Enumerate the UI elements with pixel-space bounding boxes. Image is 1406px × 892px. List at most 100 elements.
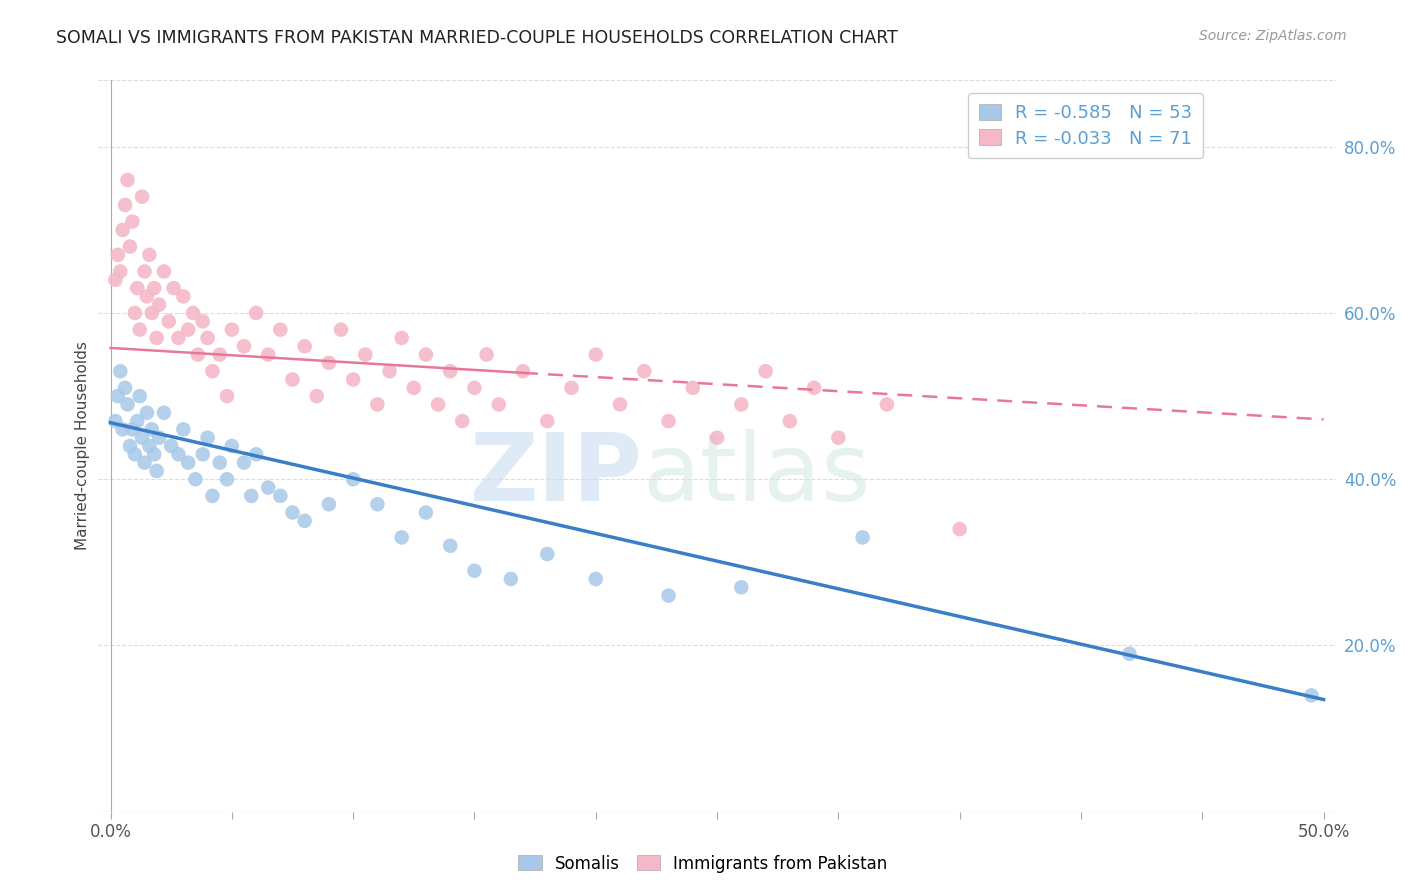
Point (1301, 689, 1323, 703)
Point (585, 347, 607, 362)
Point (136, 406, 159, 420)
Point (318, 497, 340, 511)
Point (221, 439, 243, 453)
Point (402, 381, 425, 395)
Text: atlas: atlas (643, 429, 872, 521)
Point (145, 331, 167, 345)
Point (415, 347, 437, 362)
Point (755, 364, 778, 378)
Point (488, 397, 510, 411)
Point (269, 489, 291, 503)
Point (104, 273, 127, 287)
Y-axis label: Married-couple Households: Married-couple Households (75, 342, 90, 550)
Point (463, 381, 485, 395)
Point (415, 506, 437, 520)
Point (121, 214, 143, 228)
Point (184, 472, 207, 486)
Point (827, 431, 849, 445)
Point (391, 530, 413, 544)
Point (305, 389, 328, 403)
Point (245, 306, 267, 320)
Point (143, 447, 166, 461)
Point (366, 497, 388, 511)
Point (127, 414, 149, 428)
Point (124, 306, 146, 320)
Point (153, 406, 176, 420)
Point (160, 439, 183, 453)
Point (134, 264, 156, 278)
Point (876, 397, 898, 411)
Point (141, 306, 163, 320)
Point (136, 289, 159, 303)
Point (197, 431, 219, 445)
Point (657, 589, 679, 603)
Point (609, 397, 631, 411)
Point (512, 364, 534, 378)
Point (117, 173, 139, 187)
Point (121, 422, 143, 436)
Point (172, 289, 194, 303)
Point (949, 522, 972, 536)
Point (585, 572, 607, 586)
Point (131, 189, 153, 203)
Point (153, 264, 176, 278)
Legend: R = -0.585   N = 53, R = -0.033   N = 71: R = -0.585 N = 53, R = -0.033 N = 71 (969, 93, 1204, 159)
Point (342, 472, 364, 486)
Point (134, 456, 156, 470)
Point (110, 364, 132, 378)
Point (124, 447, 146, 461)
Point (117, 397, 139, 411)
Point (633, 364, 655, 378)
Point (157, 314, 180, 328)
Point (1118, 647, 1140, 661)
Point (201, 489, 224, 503)
Point (657, 414, 679, 428)
Point (706, 431, 728, 445)
Point (391, 331, 413, 345)
Point (233, 456, 256, 470)
Legend: Somalis, Immigrants from Pakistan: Somalis, Immigrants from Pakistan (512, 848, 894, 880)
Point (114, 381, 136, 395)
Point (215, 472, 238, 486)
Point (439, 539, 461, 553)
Point (318, 356, 340, 370)
Point (536, 414, 558, 428)
Point (148, 298, 170, 312)
Point (730, 580, 752, 594)
Point (378, 364, 401, 378)
Point (111, 223, 134, 237)
Point (330, 323, 353, 337)
Point (111, 422, 134, 436)
Point (208, 347, 231, 362)
Point (191, 447, 214, 461)
Point (852, 530, 875, 544)
Point (128, 323, 150, 337)
Point (162, 281, 184, 295)
Point (215, 389, 238, 403)
Point (110, 264, 132, 278)
Text: Source: ZipAtlas.com: Source: ZipAtlas.com (1199, 29, 1347, 43)
Point (803, 381, 825, 395)
Point (181, 306, 204, 320)
Point (118, 439, 141, 453)
Point (187, 347, 209, 362)
Point (145, 464, 167, 478)
Point (281, 506, 304, 520)
Point (221, 323, 243, 337)
Point (439, 364, 461, 378)
Point (257, 347, 280, 362)
Point (148, 431, 170, 445)
Point (245, 447, 267, 461)
Point (128, 389, 150, 403)
Point (201, 364, 224, 378)
Point (141, 422, 163, 436)
Point (104, 414, 127, 428)
Point (197, 331, 219, 345)
Point (143, 281, 166, 295)
Point (138, 439, 160, 453)
Point (167, 331, 190, 345)
Text: ZIP: ZIP (470, 429, 643, 521)
Point (240, 489, 263, 503)
Point (451, 414, 474, 428)
Point (257, 481, 280, 495)
